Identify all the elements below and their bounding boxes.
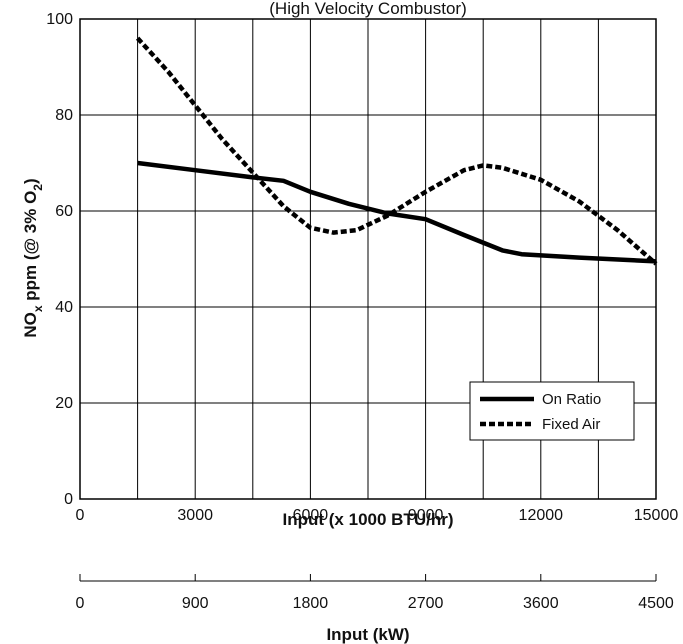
secondary-x-axis-title: Input (kW) [326, 625, 409, 644]
series-line-on-ratio [137, 160, 657, 264]
y-tick-label: 40 [55, 299, 73, 316]
series-lines [135, 36, 658, 266]
secondary-x-axis: 0 900 1800 2700 3600 4500 [76, 574, 674, 612]
x2-tick-label: 2700 [408, 595, 444, 612]
legend-box [469, 381, 635, 441]
x-tick-label: 9000 [408, 507, 444, 524]
x2-tick-label: 3600 [523, 595, 559, 612]
x-tick-label: 3000 [177, 507, 213, 524]
legend: On Ratio Fixed Air [469, 381, 635, 441]
y-axis-title: NOx ppm (@ 3% O2) [21, 178, 45, 337]
x-tick-label: 0 [76, 507, 85, 524]
ylabel-sub-x: x [31, 305, 45, 312]
y-tick-label: 60 [55, 203, 73, 220]
x2-tick-label: 4500 [638, 595, 674, 612]
y-tick-label: 80 [55, 107, 73, 124]
x-tick-label: 6000 [293, 507, 329, 524]
ylabel-no: NO [21, 312, 40, 338]
ylabel-mid: ppm (@ 3% O [21, 191, 40, 306]
x-tick-label: 12000 [519, 507, 564, 524]
x2-tick-label: 0 [76, 595, 85, 612]
y-tick-label: 0 [64, 491, 73, 508]
plot-frame [79, 18, 657, 500]
chart-subtitle: (High Velocity Combustor) [269, 0, 466, 18]
x2-tick-label: 900 [182, 595, 209, 612]
series-line-fixed-air [135, 36, 658, 266]
y-tick-label: 20 [55, 395, 73, 412]
legend-label-on-ratio: On Ratio [542, 391, 601, 408]
legend-label-fixed-air: Fixed Air [542, 416, 600, 433]
ylabel-sub-2: 2 [31, 184, 45, 191]
ylabel-end: ) [21, 178, 40, 184]
y-tick-label: 100 [46, 11, 73, 28]
x2-tick-label: 1800 [293, 595, 329, 612]
x-tick-label: 15000 [634, 507, 679, 524]
tick-labels: 0 3000 6000 9000 12000 15000 0 20 40 60 80 100 [46, 11, 678, 524]
x-axis-title: Input (x 1000 BTU/hr) [283, 510, 454, 529]
